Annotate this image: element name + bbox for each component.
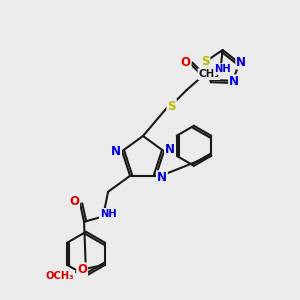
Text: N: N: [111, 145, 121, 158]
Text: O: O: [77, 263, 87, 276]
Text: N: N: [236, 56, 246, 68]
Text: N: N: [165, 143, 175, 156]
Text: OCH₃: OCH₃: [46, 271, 74, 281]
Text: O: O: [69, 195, 79, 208]
Text: S: S: [167, 100, 176, 112]
Text: N: N: [229, 75, 239, 88]
Text: NH: NH: [214, 64, 231, 74]
Text: NH: NH: [100, 209, 116, 219]
Text: N: N: [157, 171, 167, 184]
Text: S: S: [201, 55, 209, 68]
Text: O: O: [181, 56, 190, 68]
Text: CH₃: CH₃: [198, 69, 219, 79]
